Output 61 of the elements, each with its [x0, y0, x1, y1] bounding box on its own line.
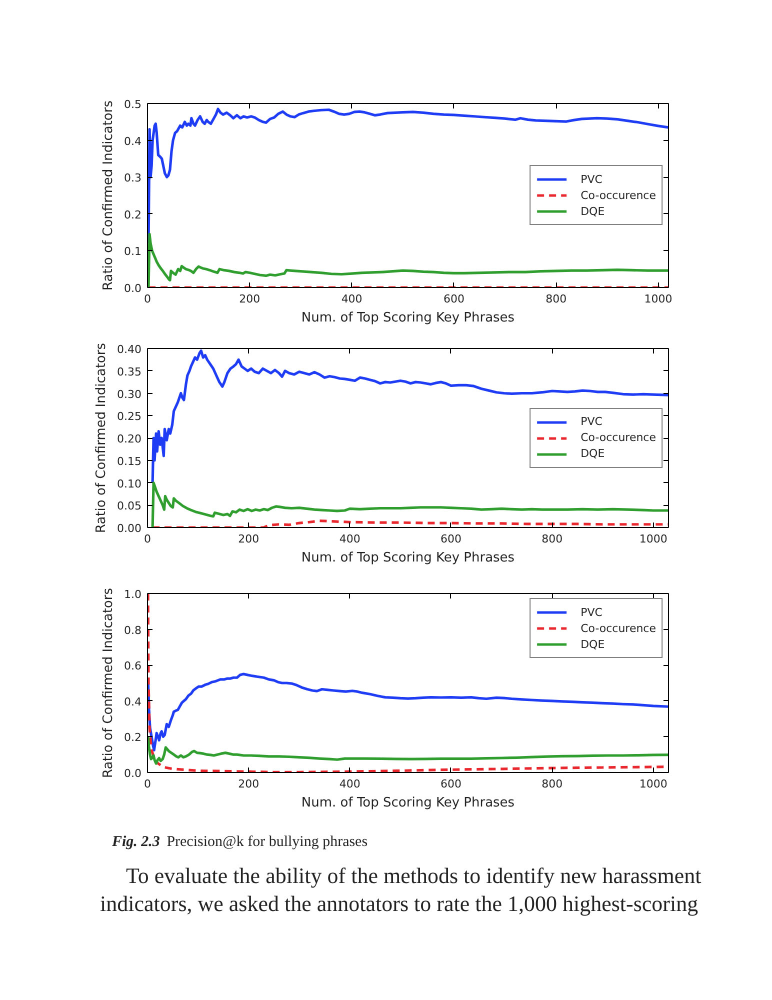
y-tick-label: 0.3: [124, 172, 142, 185]
legend-label: Co-occurence: [580, 430, 656, 444]
x-tick-label: 400: [339, 532, 360, 546]
x-tick-label: 600: [440, 778, 462, 790]
y-tick-label: 0.6: [124, 660, 142, 673]
y-tick-label: 0.0: [124, 282, 142, 295]
y-tick-label: 0.4: [124, 134, 142, 148]
x-axis-title: Num. of Top Scoring Key Phrases: [301, 310, 515, 326]
text: To evaluate the ability of the methods to identify new harassment indicators, we asked the annotators to rate the 1,000 highest-scoring: [100, 862, 702, 918]
x-tick-label: 200: [238, 778, 260, 790]
legend-label: PVC: [580, 172, 602, 186]
y-tick-label: 0.5: [124, 98, 142, 111]
y-tick-label: 0.20: [117, 432, 142, 446]
line-series: [148, 672, 668, 752]
x-tick-label: 200: [238, 532, 260, 546]
y-tick-label: 0.30: [117, 388, 142, 401]
legend-label: DQE: [580, 637, 605, 651]
x-tick-label: 1000: [644, 292, 672, 306]
x-tick-label: 400: [339, 778, 360, 790]
y-tick-label: 0.8: [124, 624, 142, 637]
y-axis-title: Ratio of Confirmed Indicators: [101, 100, 116, 291]
x-axis-title: Num. of Top Scoring Key Phrases: [301, 796, 515, 810]
y-tick-label: 0.4: [124, 695, 142, 708]
y-tick-label: 0.35: [117, 365, 142, 378]
y-axis-title: Ratio of Confirmed Indicators: [94, 342, 110, 534]
legend-label: Co-occurence: [580, 188, 656, 202]
line-series: [151, 519, 668, 528]
y-tick-label: 0.2: [124, 208, 142, 222]
legend-label: PVC: [580, 414, 602, 428]
x-tick-label: 800: [542, 532, 563, 546]
x-tick-label: 1000: [639, 778, 668, 790]
x-tick-label: 800: [542, 778, 563, 790]
legend-label: Co-occurence: [580, 621, 656, 635]
x-tick-label: 200: [239, 292, 260, 306]
legend-label: DQE: [580, 446, 605, 460]
x-tick-label: 0: [144, 778, 151, 790]
y-tick-label: 1.0: [124, 588, 142, 601]
y-tick-label: 0.40: [117, 343, 142, 356]
legend-label: DQE: [580, 204, 605, 218]
line-series: [148, 735, 668, 765]
x-tick-label: 800: [546, 292, 567, 306]
y-tick-label: 0.2: [124, 731, 142, 744]
x-tick-label: 600: [443, 292, 464, 306]
x-tick-label: 0: [144, 532, 151, 546]
y-tick-label: 0.25: [117, 410, 142, 424]
line-series: [151, 349, 668, 484]
y-axis-title: Ratio of Confirmed Indicators: [101, 588, 116, 778]
x-tick-label: 600: [440, 532, 462, 546]
y-tick-label: 0.00: [117, 522, 142, 535]
x-tick-label: 0: [144, 292, 151, 306]
y-tick-label: 0.05: [117, 500, 142, 513]
x-tick-label: 400: [341, 292, 362, 306]
line-series: [151, 481, 668, 528]
legend-label: PVC: [580, 605, 602, 619]
x-tick-label: 1000: [639, 532, 668, 546]
x-axis-title: Num. of Top Scoring Key Phrases: [301, 550, 515, 566]
y-tick-label: 0.10: [117, 477, 142, 490]
y-tick-label: 0.0: [124, 767, 142, 780]
caption: Fig. 2.3 Precision@k for bullying phrases: [112, 834, 368, 850]
y-tick-label: 0.15: [117, 454, 142, 468]
y-tick-label: 0.1: [124, 245, 142, 258]
